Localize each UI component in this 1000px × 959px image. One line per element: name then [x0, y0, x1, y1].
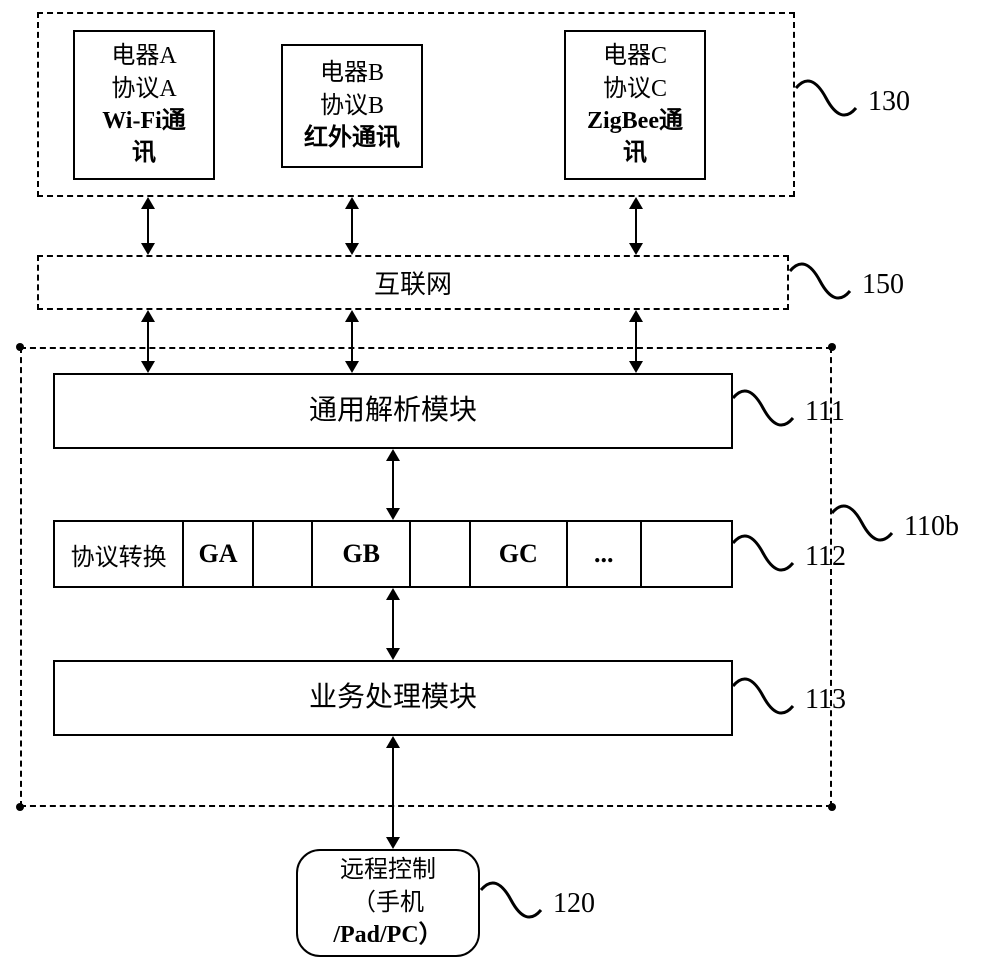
ref-110b: 110b	[904, 511, 959, 543]
remote-line1: 远程控制	[340, 854, 436, 886]
protocol-cell-c1: GA	[184, 522, 254, 586]
device-b-box: 电器B协议B红外通讯	[281, 44, 423, 168]
protocol-cell-c5: GC	[471, 522, 568, 586]
remote-line3: /Pad/PC）	[333, 919, 442, 951]
protocol-conversion-row: 协议转换GA GB GC...	[53, 520, 733, 588]
protocol-cell-c2	[254, 522, 314, 586]
protocol-cell-c4	[411, 522, 471, 586]
ref-111: 111	[805, 396, 845, 428]
protocol-cell-c6: ...	[568, 522, 642, 586]
device-c-box: 电器C协议CZigBee通讯	[564, 30, 706, 180]
ref-130: 130	[868, 86, 910, 118]
ref-150: 150	[862, 269, 904, 301]
protocol-cell-c3: GB	[313, 522, 410, 586]
remote-line2: （手机	[352, 887, 424, 919]
protocol-cell-c7	[642, 522, 731, 586]
parser-module-box: 通用解析模块	[53, 373, 733, 449]
protocol-cell-c0: 协议转换	[55, 522, 184, 586]
remote-control-box: 远程控制（手机/Pad/PC）	[296, 849, 480, 957]
internet-box: 互联网	[37, 255, 789, 310]
device-a-box: 电器A协议AWi-Fi通讯	[73, 30, 215, 180]
ref-112: 112	[805, 541, 846, 573]
ref-120: 120	[553, 888, 595, 920]
business-module-box: 业务处理模块	[53, 660, 733, 736]
ref-113: 113	[805, 684, 846, 716]
